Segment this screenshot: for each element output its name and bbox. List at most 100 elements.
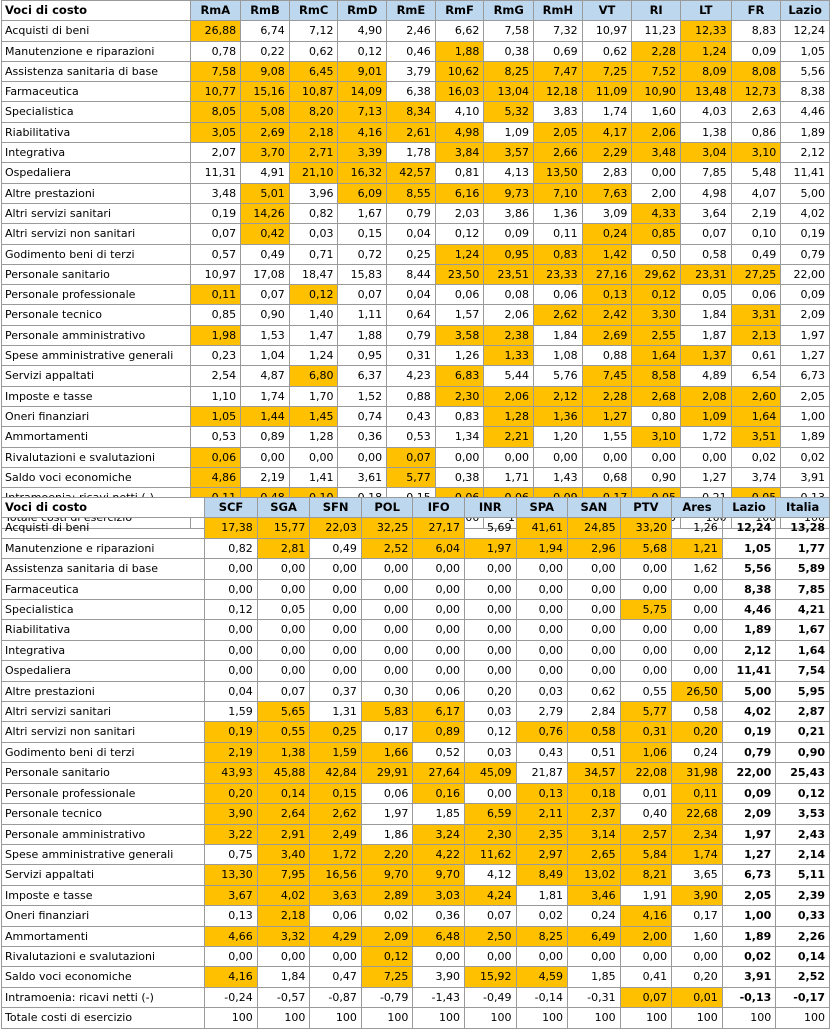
table-cell: -0,57 <box>256 986 311 1009</box>
table-cell: 0,01 <box>619 782 673 805</box>
table-cell: 5,84 <box>619 843 673 866</box>
table-cell: 1,34 <box>434 426 485 448</box>
table-cell: 0,00 <box>619 639 673 662</box>
table-row: Ospedaliera 0,00 0,00 0,00 0,00 0,00 0,00 0,00 0… <box>0 660 830 682</box>
table-cell: 0,89 <box>240 426 290 448</box>
table-cell: 21,10 <box>288 162 339 184</box>
table-cell: 2,96 <box>567 537 621 560</box>
table-cell: 1,88 <box>337 324 388 347</box>
table-cell: 0,07 <box>189 223 242 245</box>
table-row: Altre prestazioni 0,04 0,07 0,37 0,30 0,06 0,2… <box>0 680 830 703</box>
table-cell: 2,97 <box>515 843 569 866</box>
table-cell: 2,57 <box>619 823 673 845</box>
table-cell: 3,67 <box>204 884 258 907</box>
table-cell: 1,67 <box>337 202 388 225</box>
table-cell: 0,79 <box>386 202 436 225</box>
column-header: RmE <box>386 0 436 22</box>
table-cell: 2,30 <box>434 385 485 407</box>
table-cell: 0,06 <box>412 680 465 703</box>
table-cell: 3,24 <box>412 823 465 845</box>
table-cell: 4,59 <box>515 966 569 988</box>
table-cell: 15,83 <box>337 263 388 286</box>
table-cell: 0,36 <box>412 905 465 927</box>
table-cell: 3,57 <box>483 142 535 164</box>
table-cell: 0,00 <box>360 639 414 662</box>
table-cell: 7,13 <box>337 101 388 123</box>
table-cell: 3,48 <box>631 142 681 164</box>
table-cell: 4,02 <box>780 202 830 225</box>
table-cell: 0,10 <box>730 223 782 245</box>
table-row: Imposte e tasse 1,10 1,74 1,70 1,52 0,88 2,30 2… <box>1 385 830 407</box>
table-cell: 0,00 <box>515 619 569 641</box>
table-cell: 0,00 <box>412 945 465 968</box>
table-cell: 7,54 <box>775 660 830 682</box>
row-label: Personale amministrativo <box>0 823 206 845</box>
table-cell: 11,23 <box>631 20 681 42</box>
table-row: Oneri finanziari 0,13 2,18 0,06 0,02 0,36 0,07… <box>0 905 830 927</box>
table-cell: 5,01 <box>240 182 290 204</box>
table-cell: 0,00 <box>309 619 362 641</box>
table-cell: 1,97 <box>360 803 414 825</box>
table-cell: 4,98 <box>679 182 732 204</box>
table-cell: 2,09 <box>780 304 830 326</box>
table-cell: 0,58 <box>671 701 723 723</box>
table-cell: 0,00 <box>360 660 414 682</box>
table-cell: 0,00 <box>360 558 414 580</box>
table-cell: 9,70 <box>360 864 414 886</box>
table-cell: 3,48 <box>189 182 242 204</box>
table-cell: 2,52 <box>360 537 414 560</box>
table-cell: 2,43 <box>775 823 830 845</box>
table-cell: 9,08 <box>240 60 290 83</box>
table-cell: 0,00 <box>337 446 388 468</box>
table-cell: 0,20 <box>463 680 517 703</box>
table-cell: 0,64 <box>386 304 436 326</box>
table-cell: 1,64 <box>730 405 782 428</box>
table-row: Intramoenia: ricavi netti (-) -0,24 -0,57-… <box>0 986 830 1009</box>
table-cell: 0,07 <box>619 986 673 1009</box>
table-cell: 25,43 <box>775 762 830 784</box>
table-cell: 0,37 <box>309 680 362 703</box>
table-cell: 4,16 <box>619 905 673 927</box>
table-cell: 4,91 <box>240 162 290 184</box>
table-cell: 2,12 <box>533 385 583 407</box>
table-cell: 0,02 <box>721 945 777 968</box>
table-cell: 1,45 <box>288 405 339 428</box>
table-cell: 4,66 <box>204 925 258 947</box>
table-cell: 5,44 <box>483 365 535 387</box>
table-cell: 8,38 <box>721 578 777 601</box>
table-cell: 0,12 <box>631 284 681 306</box>
table-row: Integrativa 2,07 3,70 2,71 3,39 1,78 3,84 3,57 2… <box>1 142 830 164</box>
table-cell: -0,79 <box>360 986 414 1009</box>
table-cell: 2,71 <box>288 142 339 164</box>
table-cell: 24,85 <box>567 517 621 539</box>
table-cell: 100 <box>309 1007 362 1029</box>
table-cell: 3,40 <box>256 843 311 866</box>
table-cell: 22,00 <box>721 762 777 784</box>
table-cell: 0,00 <box>412 619 465 641</box>
table-cell: 0,13 <box>581 284 633 306</box>
table-cell: 2,19 <box>240 466 290 489</box>
table-cell: 5,08 <box>240 101 290 123</box>
table-cell: 0,00 <box>533 446 583 468</box>
table-cell: 0,00 <box>515 599 569 621</box>
table-cell: 0,00 <box>671 639 723 662</box>
table-cell: 2,66 <box>533 142 583 164</box>
table-cell: 8,49 <box>515 864 569 886</box>
table-cell: 6,59 <box>463 803 517 825</box>
table-cell: 0,80 <box>631 405 681 428</box>
column-header: RmH <box>533 0 583 22</box>
table-cell: 1,27 <box>721 843 777 866</box>
table-cell: 3,10 <box>730 142 782 164</box>
table-cell: 4,29 <box>309 925 362 947</box>
table-cell: 3,91 <box>780 466 830 489</box>
table-cell: 0,14 <box>256 782 311 805</box>
table-cell: 1,84 <box>256 966 311 988</box>
table-cell: 0,33 <box>775 905 830 927</box>
table-cell: 2,11 <box>515 803 569 825</box>
row-label: Altri servizi non sanitari <box>0 721 206 743</box>
table-cell: 1,89 <box>721 619 777 641</box>
table-cell: 0,20 <box>671 721 723 743</box>
table-cell: 3,91 <box>721 966 777 988</box>
table-cell: 0,74 <box>337 405 388 428</box>
row-label: Ospedaliera <box>1 162 191 184</box>
